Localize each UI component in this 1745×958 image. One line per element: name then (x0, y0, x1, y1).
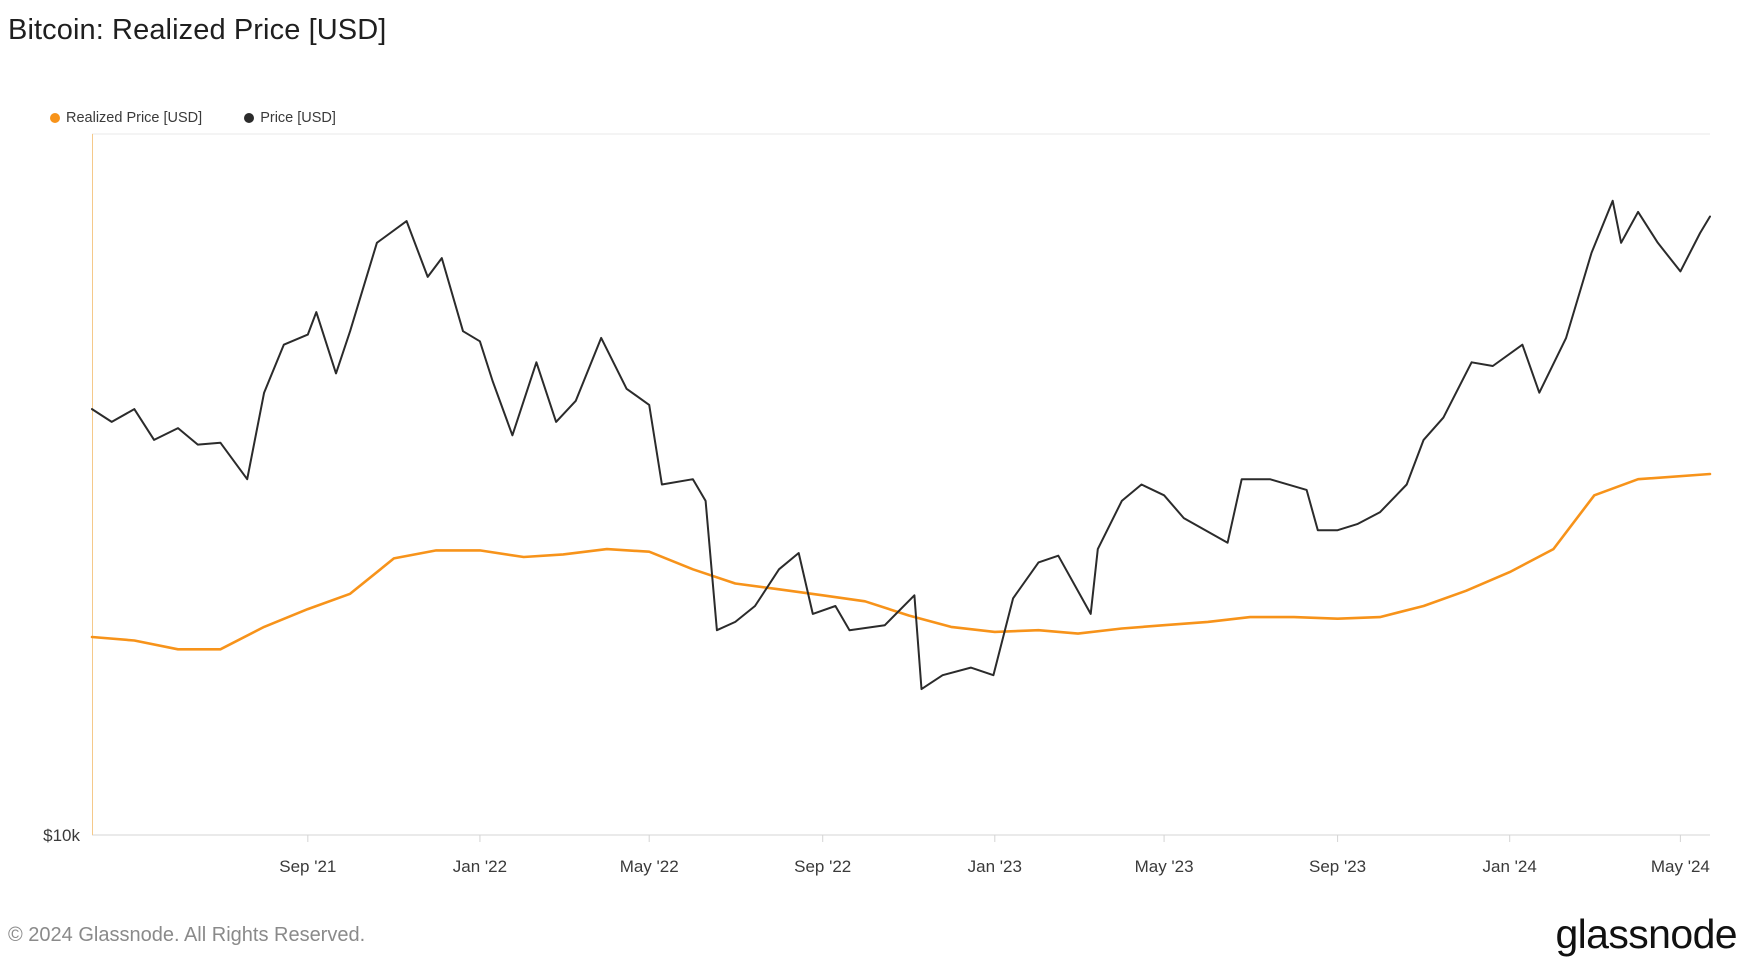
chart-title: Bitcoin: Realized Price [USD] (8, 14, 387, 46)
glassnode-logo: glassnode (1555, 911, 1737, 957)
x-tick-label: Sep '22 (794, 857, 851, 876)
x-tick-label: Jan '23 (968, 857, 1022, 876)
x-tick-label: Sep '23 (1309, 857, 1366, 876)
legend-label-price: Price [USD] (260, 110, 336, 126)
x-tick-label: Jan '24 (1483, 857, 1537, 876)
y-tick-label: $10k (43, 826, 80, 845)
legend-dot-price (244, 113, 255, 123)
series-line-realized-price (90, 472, 1712, 651)
legend-item-price[interactable]: Price [USD] (244, 110, 336, 126)
x-tick-label: May '22 (620, 857, 679, 876)
x-tick-label: Jan '22 (453, 857, 507, 876)
copyright-text: © 2024 Glassnode. All Rights Reserved. (8, 924, 366, 946)
legend-dot-realized-price (50, 113, 60, 123)
legend-label-realized-price: Realized Price [USD] (66, 110, 203, 126)
series-line-price (91, 199, 1711, 691)
chart-series (90, 199, 1712, 691)
legend-item-realized-price[interactable]: Realized Price [USD] (50, 110, 202, 126)
x-tick-label: May '23 (1135, 857, 1194, 876)
x-tick-label: Sep '21 (279, 857, 336, 876)
chart-axes: Sep '21 Jan '22 May '22 Sep '22 Jan '23 May '… (43, 133, 1710, 876)
chart-legend: Realized Price [USD] Price [USD] (50, 110, 336, 126)
x-tick-label: May '24 (1651, 857, 1710, 876)
